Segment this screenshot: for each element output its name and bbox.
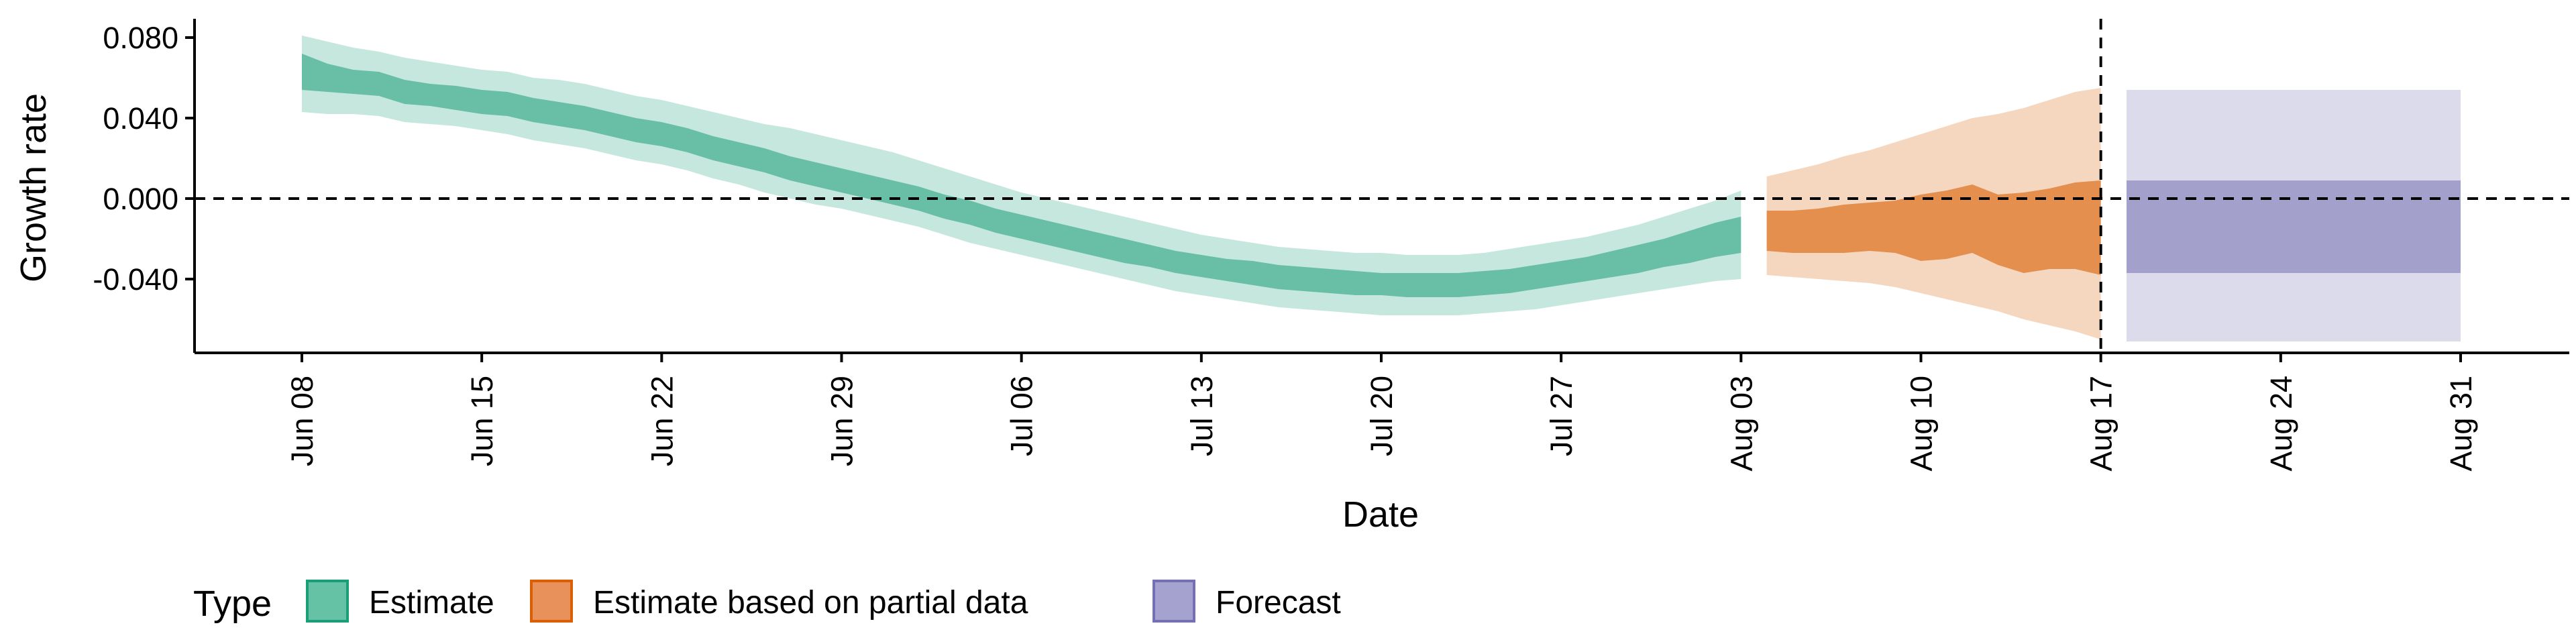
y-tick-label: 0.000: [103, 182, 178, 216]
y-tick-label: 0.040: [103, 101, 178, 136]
y-axis-title: Growth rate: [13, 93, 54, 282]
x-tick-label: Jun 29: [825, 376, 859, 466]
legend-key-3: [1152, 580, 1195, 623]
legend-title: Type: [193, 584, 272, 624]
x-tick-label: Jul 27: [1544, 376, 1578, 456]
reference-lines-layer: [195, 19, 2569, 353]
legend-key-2: [530, 580, 573, 623]
legend: Type Estimate Estimate based on partial d…: [193, 580, 1341, 624]
x-axis-title: Date: [1342, 494, 1419, 535]
legend-label-3: Forecast: [1216, 585, 1341, 621]
x-tick-label: Jul 06: [1005, 376, 1039, 456]
x-tick-label: Aug 24: [2264, 376, 2298, 472]
bands-layer: [302, 36, 2461, 341]
axes-layer: -0.040 0.000 0.040 0.080 Jun 08 Jun 15 Jun 22 J…: [93, 19, 2569, 472]
x-tick-label: Aug 17: [2084, 376, 2118, 472]
band-outer-estimate: [302, 36, 1741, 315]
band-inner-estimate-based-on-partial-data: [1766, 180, 2101, 275]
x-tick-label: Jul 20: [1364, 376, 1399, 456]
x-tick-label: Jul 13: [1185, 376, 1219, 456]
x-tick-label: Jun 08: [285, 376, 319, 466]
legend-key-1: [306, 580, 349, 623]
y-tick-label: -0.040: [93, 262, 178, 297]
legend-label-1: Estimate: [369, 585, 494, 621]
x-tick-label: Aug 10: [1904, 376, 1939, 472]
legend-label-2: Estimate based on partial data: [593, 585, 1028, 621]
x-tick-label: Jun 15: [465, 376, 499, 466]
band-inner-estimate: [302, 54, 1741, 297]
x-tick-label: Aug 31: [2444, 376, 2478, 472]
y-tick-label: 0.080: [103, 21, 178, 55]
x-tick-label: Aug 03: [1724, 376, 1758, 472]
band-inner-forecast: [2127, 180, 2461, 273]
x-tick-label: Jun 22: [645, 376, 679, 466]
